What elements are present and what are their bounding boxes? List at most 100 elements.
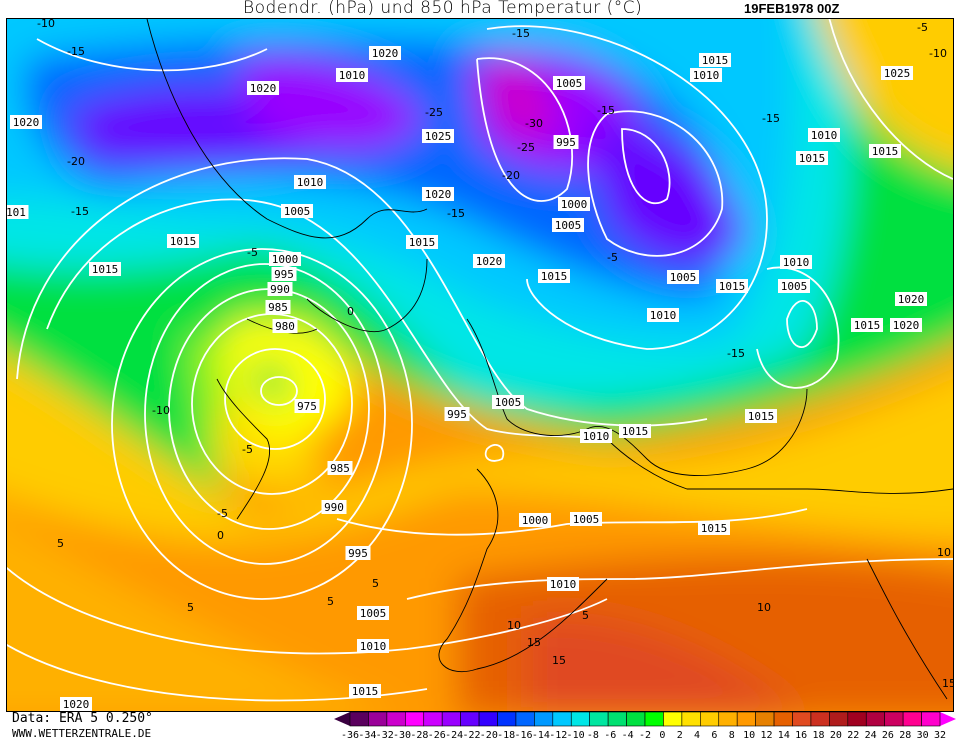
isobar-label: 1025	[422, 129, 454, 143]
isobar-label: 1020	[60, 697, 92, 711]
colorbar-tick-label: -14	[532, 730, 550, 740]
isobar-label-text: 1010	[339, 69, 366, 82]
isobar-label: 1005	[667, 270, 699, 284]
isobar-label-text: 1015	[748, 410, 775, 423]
colorbar-tick-label: 4	[694, 730, 700, 740]
isobar-label-text: 1010	[360, 640, 387, 653]
temperature-contour-label: 0	[217, 529, 224, 542]
temperature-contour-label: 5	[372, 577, 379, 590]
isobar-label: 1010	[780, 255, 812, 269]
isobar-label-text: 1025	[425, 130, 452, 143]
temperature-contour-label: 5	[582, 609, 589, 622]
weather-map: 1020 1010 1020 1020 1025 1005 995 1015 1010 1025 1…	[6, 18, 954, 712]
isobar-label: 1020	[890, 318, 922, 332]
isobar-label: 1010	[580, 429, 612, 443]
isobar-label-text: 1020	[893, 319, 920, 332]
temperature-contour-label: -25	[425, 106, 443, 119]
isobar-label-text: 1015	[854, 319, 881, 332]
isobar-label-text: 1010	[693, 69, 720, 82]
isobar-label-text: 980	[275, 320, 295, 333]
colorbar-swatch	[644, 711, 664, 727]
isobar-label-text: 1010	[550, 578, 577, 591]
temperature-contour-label: 15	[552, 654, 566, 667]
colorbar-swatch	[349, 711, 369, 727]
isobar-label-text: 1005	[284, 205, 311, 218]
isobar-label-text: 1005	[495, 396, 522, 409]
isobar-label: 1005	[570, 512, 602, 526]
temperature-labels: -10-15-20-15-25-30-25-20-15-15-5 -5-5-10-…	[37, 19, 953, 690]
isobar-label: 1010	[336, 68, 368, 82]
colorbar-swatch	[552, 711, 572, 727]
temperature-contour-label: -10	[37, 19, 55, 30]
isobar-label: 1015	[406, 235, 438, 249]
colorbar-swatch	[405, 711, 425, 727]
isobar-label: 1020	[369, 46, 401, 60]
temperature-contour-label: -5	[247, 246, 258, 259]
colorbar-swatch	[921, 711, 941, 727]
colorbar-swatch	[902, 711, 922, 727]
isobar-label-text: 1005	[360, 607, 387, 620]
colorbar-tick-label: -16	[514, 730, 532, 740]
isobar-label: 995	[345, 546, 371, 560]
isobar-label: 1020	[10, 115, 42, 129]
colorbar-tick-label: 22	[847, 730, 859, 740]
temperature-contour-label: 15	[942, 677, 953, 690]
colorbar-tick-label: -20	[480, 730, 498, 740]
colorbar-tick-label: -36	[341, 730, 359, 740]
colorbar-tick-label: 20	[830, 730, 842, 740]
colorbar-swatch	[607, 711, 627, 727]
isobar-label: 1025	[881, 66, 913, 80]
isobar-label-text: 1005	[573, 513, 600, 526]
colorbar-tick-label: -28	[410, 730, 428, 740]
colorbar-tick-label: -4	[622, 730, 634, 740]
temperature-contour-label: 10	[507, 619, 521, 632]
isobar-label-text: 1005	[670, 271, 697, 284]
isobar-label: 1015	[745, 409, 777, 423]
temperature-contour-label: -25	[517, 141, 535, 154]
isobar-label-text: 1015	[719, 280, 746, 293]
colorbar-swatch	[829, 711, 849, 727]
colorbar-swatch	[570, 711, 590, 727]
isobar-label: 1005	[778, 279, 810, 293]
colorbar-swatch	[663, 711, 683, 727]
isobar-label: 990	[267, 282, 293, 296]
colorbar-tick-label: -12	[549, 730, 567, 740]
isobar-label-text: 1015	[170, 235, 197, 248]
colorbar-tick-label: 2	[677, 730, 683, 740]
colorbar-tick-label: -8	[587, 730, 599, 740]
temperature-contour-label: -15	[447, 207, 465, 220]
colorbar-tick-label: 0	[659, 730, 665, 740]
isobar-label-text: 101	[7, 206, 26, 219]
isobars	[7, 19, 953, 702]
temperature-contour-label: 5	[187, 601, 194, 614]
colorbar-tick-label: -6	[604, 730, 616, 740]
temperature-contour-label: -5	[917, 21, 928, 34]
temperature-contour-label: -15	[597, 104, 615, 117]
colorbar-swatch	[441, 711, 461, 727]
isobar-label: 1005	[281, 204, 313, 218]
temperature-contour-label: 0	[347, 305, 354, 318]
colorbar-tick-label: 16	[795, 730, 807, 740]
isobar-label: 985	[265, 300, 291, 314]
isobar-label-text: 1020	[476, 255, 503, 268]
colorbar-tick-label: 8	[729, 730, 735, 740]
colorbar-tick-label: 6	[711, 730, 717, 740]
isobar-label-text: 995	[556, 136, 576, 149]
isobar-label: 980	[272, 319, 298, 333]
isobar-label-text: 1015	[702, 54, 729, 67]
isobar-label-text: 1015	[541, 270, 568, 283]
isobar-label: 1020	[473, 254, 505, 268]
isobar-label-text: 1010	[583, 430, 610, 443]
isobar-label: 975	[294, 399, 320, 413]
isobar-label-text: 1020	[425, 188, 452, 201]
isobar-label: 1020	[895, 292, 927, 306]
colorbar-swatch	[386, 711, 406, 727]
isobar-label: 995	[553, 135, 579, 149]
colorbar-swatch	[792, 711, 812, 727]
isobar-label-text: 1020	[13, 116, 40, 129]
colorbar-low-arrow	[334, 712, 350, 726]
isobar-label: 1015	[698, 521, 730, 535]
isobar-label: 1015	[619, 424, 651, 438]
